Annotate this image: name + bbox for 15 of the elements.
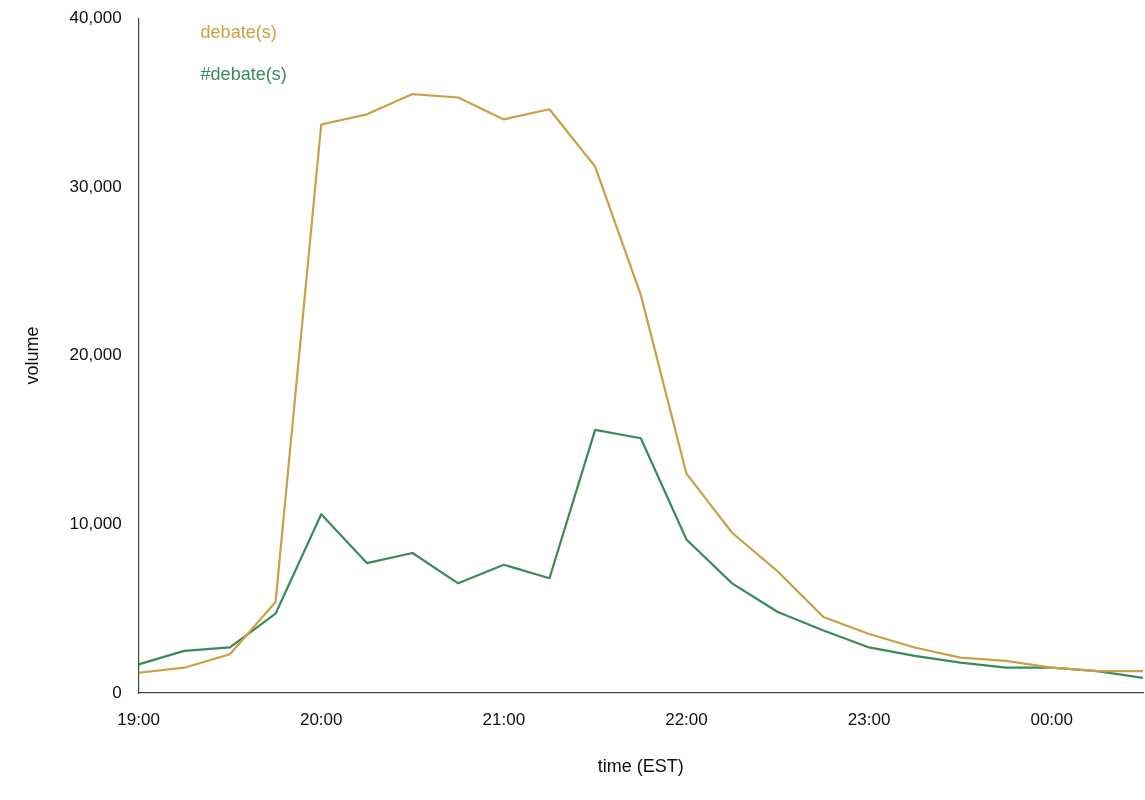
y-tick-label: 10,000	[69, 513, 122, 533]
x-tick-label: 19:00	[117, 709, 160, 729]
y-axis-title: volume	[21, 326, 42, 385]
text: debate(s)	[200, 22, 277, 43]
x-tick-label: 00:00	[1030, 709, 1073, 729]
y-tick-label: 20,000	[69, 345, 122, 365]
y-tick-label: 0	[112, 682, 122, 702]
x-tick-label: 21:00	[482, 709, 526, 729]
y-tick-label: 40,000	[69, 7, 122, 27]
x-tick-label: 23:00	[847, 709, 891, 729]
y-tick-label: 30,000	[69, 176, 122, 196]
x-tick-label: 22:00	[665, 709, 708, 729]
x-tick-label: 20:00	[299, 709, 343, 729]
x-axis-title: time (EST)	[597, 756, 684, 777]
text: #debate(s)	[200, 64, 287, 85]
